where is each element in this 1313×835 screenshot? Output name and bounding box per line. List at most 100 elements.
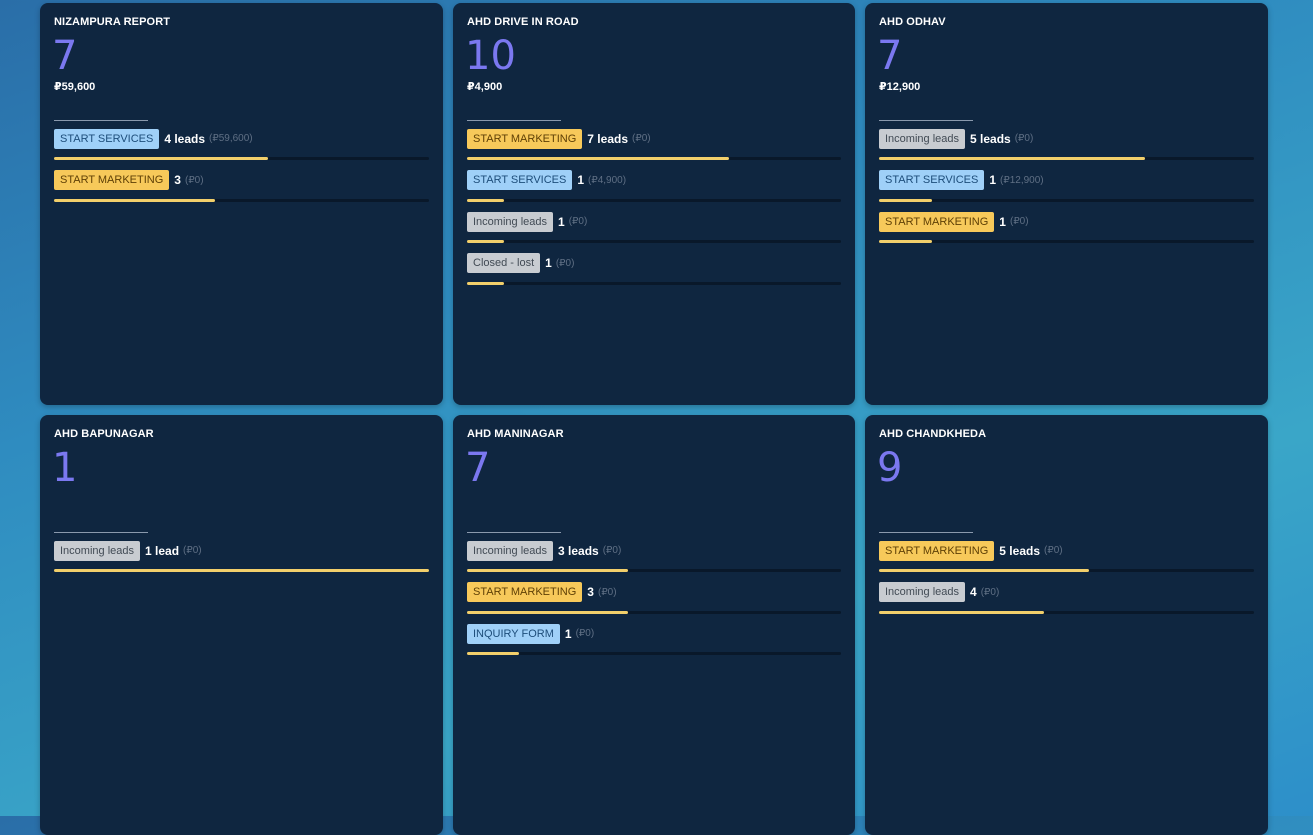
stage-tag[interactable]: START MARKETING bbox=[879, 211, 995, 232]
stage-row: Incoming leads 4 (₽0) bbox=[879, 582, 1254, 624]
report-grid: NIZAMPURA REPORT 7 ₽59,600 START SERVICES … bbox=[40, 3, 1268, 835]
lead-count: 1 bbox=[52, 445, 78, 491]
progress-fill bbox=[879, 157, 1146, 160]
progress-fill bbox=[467, 652, 520, 655]
stage-tag[interactable]: Incoming leads bbox=[54, 540, 140, 561]
progress-track bbox=[54, 157, 429, 160]
progress-fill bbox=[467, 610, 628, 614]
progress-track bbox=[467, 198, 841, 202]
stage-row: START SERVICES 4 leads (₽59,600) bbox=[54, 128, 429, 170]
divider bbox=[879, 532, 973, 533]
stage-lead-count: 1 bbox=[999, 214, 1006, 229]
stage-row: Incoming leads 3 leads (₽0) bbox=[467, 540, 841, 582]
lead-count: 10 bbox=[465, 33, 516, 79]
stage-lead-count: 4 bbox=[970, 585, 977, 599]
stage-amount: (₽0) bbox=[1044, 545, 1063, 556]
stage-amount: (₽0) bbox=[597, 586, 617, 598]
stage-tag[interactable]: START MARKETING bbox=[467, 582, 583, 602]
progress-fill bbox=[54, 198, 216, 202]
stage-lead-count: 1 bbox=[577, 173, 585, 187]
divider bbox=[467, 120, 561, 121]
progress-track bbox=[467, 281, 841, 285]
progress-fill bbox=[879, 569, 1089, 572]
divider bbox=[467, 532, 561, 533]
stage-list: START MARKETING 5 leads (₽0) Incoming le… bbox=[879, 540, 1254, 623]
card-title: AHD CHANDKHEDA bbox=[879, 428, 987, 440]
report-card[interactable]: NIZAMPURA REPORT 7 ₽59,600 START SERVICES … bbox=[40, 3, 443, 405]
report-card[interactable]: AHD DRIVE IN ROAD 10 ₽4,900 START MARKETIN… bbox=[453, 3, 855, 405]
progress-track bbox=[879, 198, 1254, 202]
report-card[interactable]: AHD ODHAV 7 ₽12,900 Incoming leads 5 leads… bbox=[865, 3, 1268, 405]
stage-tag[interactable]: START SERVICES bbox=[54, 128, 160, 149]
progress-fill bbox=[54, 569, 429, 572]
progress-track bbox=[879, 240, 1254, 243]
progress-track bbox=[467, 610, 841, 614]
stage-row: Closed - lost 1 (₽0) bbox=[467, 253, 841, 295]
lead-count: 9 bbox=[877, 445, 903, 491]
stage-row: START MARKETING 3 (₽0) bbox=[54, 170, 429, 212]
stage-row: START MARKETING 1 (₽0) bbox=[879, 211, 1254, 253]
stage-lead-count: 7 leads bbox=[587, 131, 628, 146]
progress-fill bbox=[879, 610, 1044, 614]
progress-fill bbox=[467, 281, 505, 285]
stage-amount: (₽0) bbox=[632, 133, 651, 144]
stage-lead-count: 1 bbox=[545, 256, 552, 270]
stage-amount: (₽59,600) bbox=[209, 133, 253, 144]
stage-row: START MARKETING 5 leads (₽0) bbox=[879, 540, 1254, 582]
stage-amount: (₽0) bbox=[183, 545, 202, 556]
progress-track bbox=[879, 157, 1254, 160]
total-amount: ₽12,900 bbox=[879, 81, 921, 93]
progress-fill bbox=[54, 157, 268, 160]
stage-tag[interactable]: Incoming leads bbox=[467, 211, 553, 232]
stage-row: START SERVICES 1 (₽12,900) bbox=[879, 170, 1254, 212]
stage-lead-count: 1 bbox=[558, 214, 565, 229]
stage-tag[interactable]: START SERVICES bbox=[467, 170, 573, 190]
report-card[interactable]: AHD CHANDKHEDA 9 START MARKETING 5 leads … bbox=[865, 415, 1268, 835]
stage-lead-count: 1 bbox=[564, 626, 572, 641]
progress-fill bbox=[467, 198, 505, 202]
divider bbox=[54, 120, 148, 121]
stage-tag[interactable]: START SERVICES bbox=[879, 170, 985, 190]
divider bbox=[54, 532, 148, 533]
progress-track bbox=[54, 198, 429, 202]
stage-amount: (₽0) bbox=[568, 216, 588, 227]
stage-lead-count: 3 bbox=[587, 585, 594, 599]
lead-count: 7 bbox=[52, 33, 78, 79]
progress-track bbox=[467, 652, 841, 655]
report-card[interactable]: AHD MANINAGAR 7 Incoming leads 3 leads (₽… bbox=[453, 415, 855, 835]
stage-tag[interactable]: START MARKETING bbox=[879, 540, 995, 561]
stage-amount: (₽4,900) bbox=[588, 174, 627, 186]
card-title: NIZAMPURA REPORT bbox=[54, 16, 171, 28]
stage-tag[interactable]: Incoming leads bbox=[879, 128, 965, 149]
stage-list: START MARKETING 7 leads (₽0) START SERVI… bbox=[467, 128, 841, 294]
stage-tag[interactable]: Incoming leads bbox=[879, 582, 965, 602]
divider bbox=[879, 120, 973, 121]
progress-fill bbox=[879, 240, 932, 243]
lead-count: 7 bbox=[877, 33, 903, 79]
card-title: AHD ODHAV bbox=[879, 16, 946, 28]
stage-tag[interactable]: Incoming leads bbox=[467, 540, 553, 561]
stage-lead-count: 1 bbox=[989, 173, 997, 187]
stage-tag[interactable]: START MARKETING bbox=[467, 128, 583, 149]
stage-lead-count: 5 leads bbox=[999, 543, 1040, 558]
progress-track bbox=[467, 240, 841, 243]
stage-tag[interactable]: INQUIRY FORM bbox=[467, 623, 560, 644]
stage-lead-count: 5 leads bbox=[970, 131, 1011, 146]
progress-track bbox=[467, 569, 841, 572]
progress-track bbox=[467, 157, 841, 160]
stage-amount: (₽0) bbox=[575, 628, 595, 639]
stage-amount: (₽0) bbox=[184, 174, 204, 186]
progress-fill bbox=[467, 157, 729, 160]
stage-amount: (₽0) bbox=[602, 545, 622, 556]
lead-count: 7 bbox=[465, 445, 491, 491]
stage-tag[interactable]: Closed - lost bbox=[467, 253, 541, 273]
stage-amount: (₽0) bbox=[1014, 133, 1034, 144]
card-title: AHD DRIVE IN ROAD bbox=[467, 16, 579, 28]
stage-list: Incoming leads 1 lead (₽0) bbox=[54, 540, 429, 582]
report-card[interactable]: AHD BAPUNAGAR 1 Incoming leads 1 lead (₽0… bbox=[40, 415, 443, 835]
stage-list: START SERVICES 4 leads (₽59,600) START M… bbox=[54, 128, 429, 211]
stage-row: START MARKETING 3 (₽0) bbox=[467, 582, 841, 624]
stage-lead-count: 1 lead bbox=[145, 543, 180, 558]
stage-tag[interactable]: START MARKETING bbox=[54, 170, 170, 190]
progress-fill bbox=[879, 198, 932, 202]
